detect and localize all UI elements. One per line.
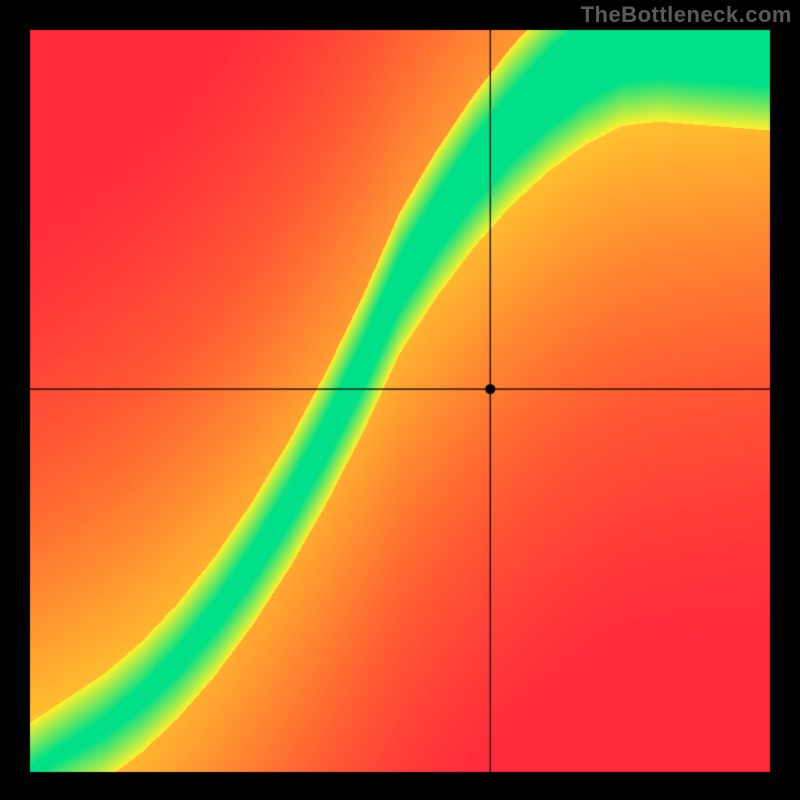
watermark-text: TheBottleneck.com — [581, 2, 792, 28]
chart-container: TheBottleneck.com — [0, 0, 800, 800]
heatmap-canvas — [0, 0, 800, 800]
